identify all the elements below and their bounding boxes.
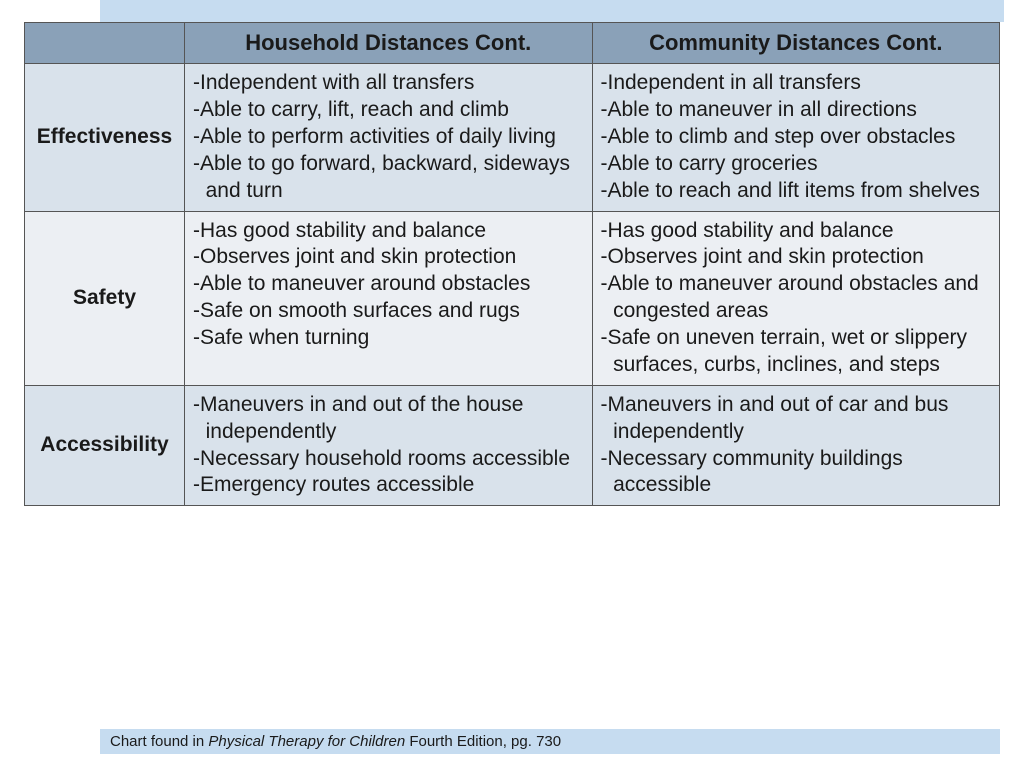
- table-header-row: Household Distances Cont. Community Dist…: [25, 23, 1000, 64]
- cell-line: -Able to climb and step over obstacles: [601, 124, 992, 151]
- top-banner: [100, 0, 1004, 22]
- caption-prefix: Chart found in: [110, 733, 208, 750]
- household-cell: -Has good stability and balance-Observes…: [185, 211, 593, 385]
- cell-line: -Maneuvers in and out of the house indep…: [193, 392, 584, 446]
- caption-bar: Chart found in Physical Therapy for Chil…: [100, 729, 1000, 754]
- cell-line: -Observes joint and skin protection: [193, 244, 584, 271]
- cell-line: -Has good stability and balance: [193, 218, 584, 245]
- caption-italic: Physical Therapy for Children: [208, 733, 405, 750]
- cell-line: -Emergency routes accessible: [193, 472, 584, 499]
- household-cell: -Independent with all transfers-Able to …: [185, 64, 593, 211]
- row-label: Safety: [25, 211, 185, 385]
- cell-line: -Able to maneuver around obstacles and c…: [601, 271, 992, 325]
- cell-line: -Able to perform activities of daily liv…: [193, 124, 584, 151]
- cell-line: -Necessary community buildings accessibl…: [601, 446, 992, 500]
- cell-line: -Has good stability and balance: [601, 218, 992, 245]
- cell-line: -Observes joint and skin protection: [601, 244, 992, 271]
- row-label: Effectiveness: [25, 64, 185, 211]
- cell-line: -Safe on uneven terrain, wet or slippery…: [601, 325, 992, 379]
- cell-line: -Able to carry, lift, reach and climb: [193, 97, 584, 124]
- household-cell: -Maneuvers in and out of the house indep…: [185, 385, 593, 506]
- cell-line: -Necessary household rooms accessible: [193, 446, 584, 473]
- community-cell: -Independent in all transfers-Able to ma…: [592, 64, 1000, 211]
- cell-line: -Independent in all transfers: [601, 70, 992, 97]
- table-row: Effectiveness-Independent with all trans…: [25, 64, 1000, 211]
- comparison-table: Household Distances Cont. Community Dist…: [24, 22, 1000, 506]
- comparison-table-container: Household Distances Cont. Community Dist…: [24, 22, 1000, 506]
- cell-line: -Independent with all transfers: [193, 70, 584, 97]
- table-row: Safety-Has good stability and balance-Ob…: [25, 211, 1000, 385]
- header-community: Community Distances Cont.: [592, 23, 1000, 64]
- cell-line: -Safe on smooth surfaces and rugs: [193, 298, 584, 325]
- table-row: Accessibility-Maneuvers in and out of th…: [25, 385, 1000, 506]
- cell-line: -Able to go forward, backward, sideways …: [193, 151, 584, 205]
- row-label: Accessibility: [25, 385, 185, 506]
- community-cell: -Has good stability and balance-Observes…: [592, 211, 1000, 385]
- header-household: Household Distances Cont.: [185, 23, 593, 64]
- cell-line: -Maneuvers in and out of car and bus ind…: [601, 392, 992, 446]
- community-cell: -Maneuvers in and out of car and bus ind…: [592, 385, 1000, 506]
- cell-line: -Able to maneuver around obstacles: [193, 271, 584, 298]
- cell-line: -Able to reach and lift items from shelv…: [601, 178, 992, 205]
- cell-line: -Able to maneuver in all directions: [601, 97, 992, 124]
- cell-line: -Safe when turning: [193, 325, 584, 352]
- header-blank: [25, 23, 185, 64]
- caption-suffix: Fourth Edition, pg. 730: [405, 733, 561, 750]
- cell-line: -Able to carry groceries: [601, 151, 992, 178]
- table-body: Effectiveness-Independent with all trans…: [25, 64, 1000, 506]
